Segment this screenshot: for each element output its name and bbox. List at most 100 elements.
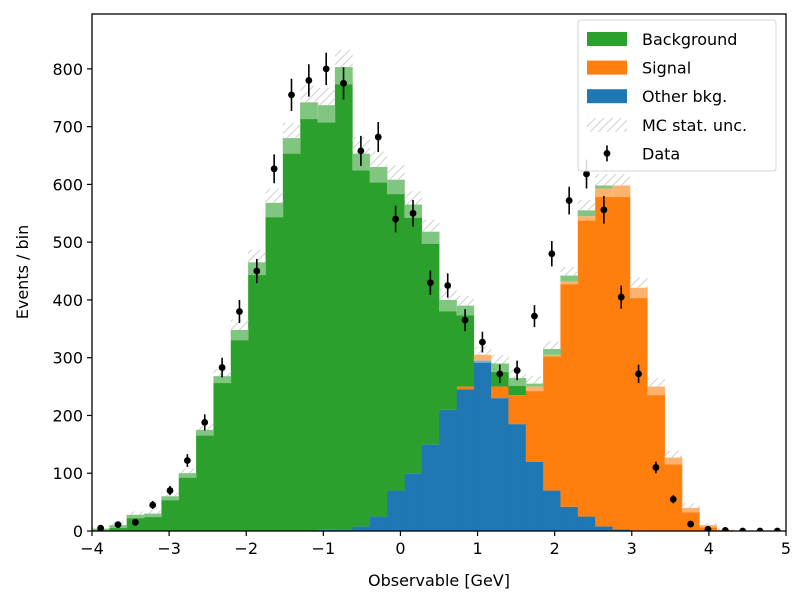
bar [386,179,405,491]
unc-lower [473,354,492,363]
bar [595,185,613,189]
bar [109,525,128,531]
data-point [426,279,434,287]
plot-frame [91,13,787,532]
data-points [97,52,781,531]
bar [265,202,284,531]
bar [334,67,353,530]
data-point [166,487,174,494]
data-point [236,308,243,315]
bar [577,516,596,531]
bar [421,444,440,531]
data-point [479,338,486,346]
x-tick-label: −2 [234,539,258,558]
bar [161,496,180,531]
data-point [513,367,521,374]
x-tick-label: 4 [704,539,714,558]
legend-item-mc-stat-unc: MC stat. unc. [587,116,747,135]
bar [629,287,648,531]
data-point [114,521,122,529]
data-point [409,209,417,217]
bar [300,102,318,531]
bar [647,386,665,531]
unc-upper [491,354,509,364]
unc-lower [439,299,457,312]
unc-upper [369,151,388,168]
data-point [704,525,712,531]
bar [144,513,162,531]
unc-upper [595,174,613,186]
unc-lower [126,514,145,519]
bar [595,526,613,531]
data-point [392,215,399,223]
bar [525,461,544,531]
legend-label: MC stat. unc. [642,116,747,135]
bar [196,429,214,531]
unc-lower [629,287,648,299]
unc-lower [664,457,683,465]
unc-upper [525,376,544,384]
unc-upper [664,450,683,458]
legend: Background Signal Other bkg. MC stat. unc. D… [577,19,777,172]
bar [439,299,457,410]
unc-upper [230,319,249,330]
data-point [149,501,157,509]
data-point [357,147,365,155]
bar [508,395,527,425]
unc-lower [577,210,596,221]
unc-lower [560,275,579,285]
unc-lower [317,105,336,123]
bar [439,409,457,531]
data-point [461,316,469,324]
histogram-stack [92,67,735,531]
y-tick-label: 100 [52,464,83,483]
bar [525,386,544,462]
unc-lower [525,383,544,392]
data-point [687,520,695,528]
unc-upper [543,341,561,350]
data-point [444,282,452,289]
series-other-bkg [317,360,648,531]
unc-upper [334,49,353,68]
x-tick-label: −3 [157,539,181,558]
bar [491,398,509,531]
unc-lower [230,329,249,341]
y-tick-label: 300 [52,349,83,368]
legend-marker [603,150,611,157]
legend-item-data: Data [603,144,680,163]
legend-label: Background [642,30,737,49]
y-tick-label: 500 [52,233,83,252]
unc-upper [681,503,700,508]
legend-frame [577,19,777,172]
data-point [756,527,764,531]
data-point [253,267,261,275]
x-axis-label: Observable [GeV] [368,571,510,590]
bar [560,275,579,282]
unc-lower [647,386,665,396]
y-tick-label: 400 [52,291,83,310]
data-point [131,518,139,526]
unc-upper [699,522,717,526]
bar [213,376,232,531]
unc-upper [629,277,648,288]
legend-item-background: Background [587,30,737,49]
y-tick-label: 200 [52,406,83,425]
x-tick-label: 1 [472,539,482,558]
data-point [773,527,781,531]
data-point [374,133,382,141]
unc-upper [421,219,440,232]
unc-lower [265,202,284,218]
y-axis: 0 100 200 300 400 500 600 700 800 [52,60,92,541]
legend-label: Data [642,144,680,163]
y-tick-label: 700 [52,118,83,137]
unc-upper [282,122,301,139]
unc-lower [681,507,700,513]
data-point [305,77,313,84]
unc-lower [386,179,405,195]
unc-lower [508,377,527,387]
data-point [548,250,556,258]
unc-upper [612,174,631,186]
unc-upper [126,511,145,515]
data-point [635,370,642,378]
